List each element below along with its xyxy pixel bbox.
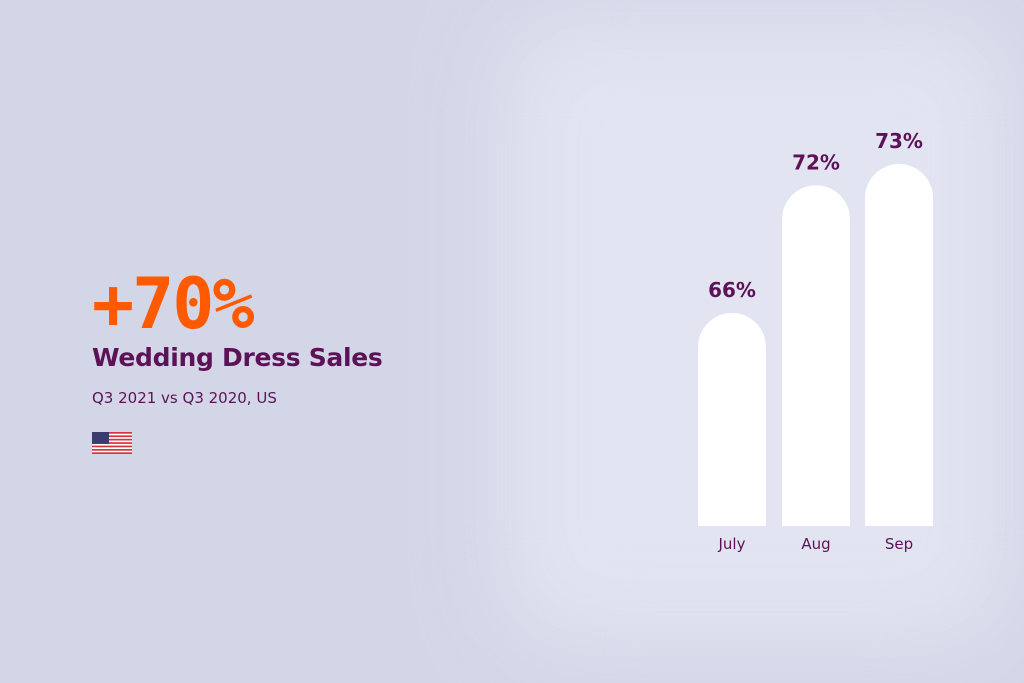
bar-value-label: 73% — [875, 129, 923, 153]
category-label: Aug — [801, 535, 830, 553]
headline-subtitle: Q3 2021 vs Q3 2020, US — [92, 389, 277, 407]
us-flag-icon — [92, 432, 132, 454]
bar-value-label: 72% — [792, 150, 840, 174]
bar-aug — [782, 185, 850, 527]
bar-value-label: 66% — [708, 278, 756, 302]
category-label: July — [718, 535, 746, 553]
bar-july — [698, 313, 766, 526]
headline-title: Wedding Dress Sales — [92, 343, 383, 372]
headline-block: +70% Wedding Dress Sales Q3 2021 vs Q3 2… — [92, 268, 472, 408]
headline-value: +70% — [92, 263, 255, 345]
category-label: Sep — [885, 535, 913, 553]
bar-sep — [865, 164, 933, 526]
